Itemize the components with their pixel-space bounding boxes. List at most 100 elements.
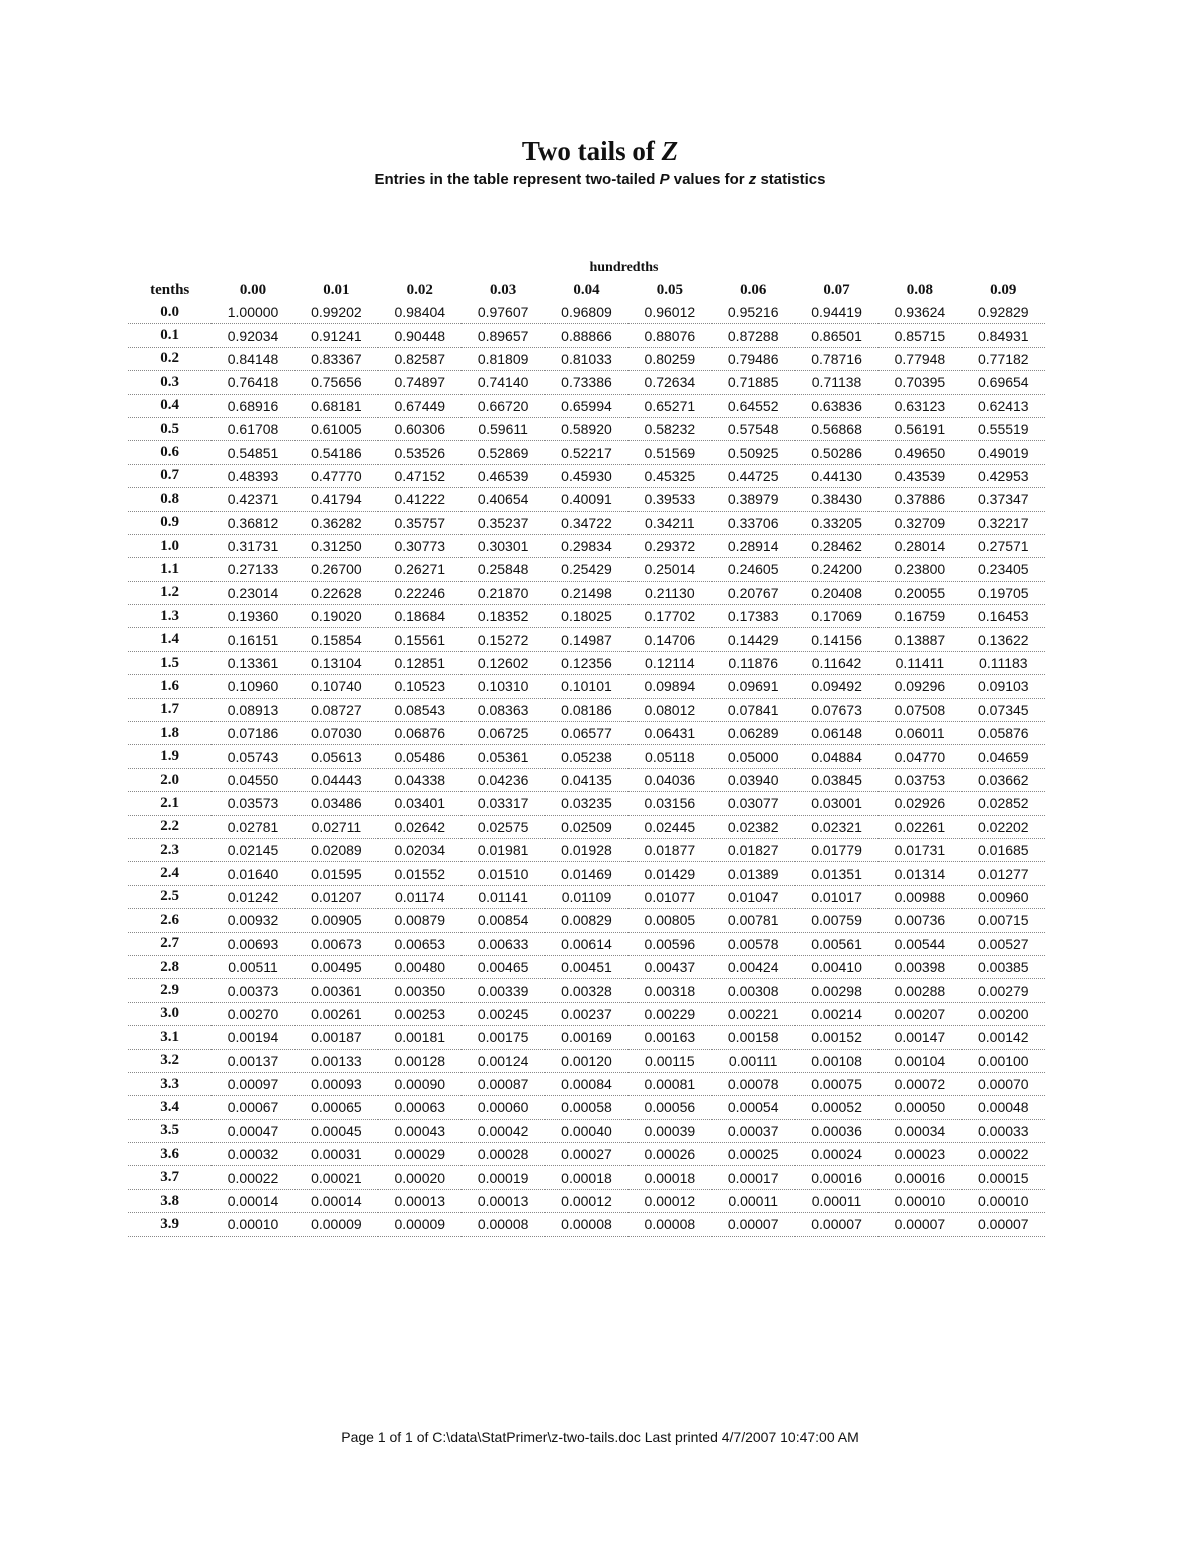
p-value-cell: 0.33706	[711, 511, 795, 535]
p-value-cell: 0.04236	[461, 768, 545, 793]
p-value-cell: 0.14156	[794, 627, 879, 652]
p-value-cell: 0.29372	[628, 534, 712, 559]
p-value-cell: 0.02445	[628, 815, 712, 839]
p-value-cell: 0.00245	[461, 1002, 545, 1027]
p-value-cell: 0.06289	[711, 721, 795, 746]
p-value-cell: 0.01731	[878, 838, 962, 863]
p-value-cell: 0.00070	[961, 1072, 1045, 1097]
p-value-cell: 0.66720	[461, 394, 545, 418]
row-z-value: 2.1	[128, 791, 212, 816]
p-value-cell: 0.00010	[961, 1189, 1045, 1214]
p-value-cell: 0.09296	[878, 674, 962, 699]
table-row: 1.3 0.19360 0.19020 0.18684 0.18352 0.18025 0.…	[128, 604, 1045, 629]
p-value-cell: 0.00052	[794, 1095, 879, 1120]
p-value-cell: 0.01314	[878, 861, 962, 886]
p-value-cell: 0.07345	[961, 698, 1045, 723]
row-z-value: 3.5	[128, 1119, 212, 1144]
p-value-cell: 0.00932	[211, 908, 295, 933]
p-value-cell: 0.00016	[794, 1165, 879, 1190]
p-value-cell: 0.78716	[794, 347, 879, 372]
p-value-cell: 0.07186	[211, 721, 295, 746]
subtitle-text: statistics	[756, 171, 826, 188]
p-value-cell: 0.00023	[878, 1142, 962, 1167]
subtitle-text: values for	[669, 171, 749, 188]
p-value-cell: 0.00385	[961, 955, 1045, 980]
p-value-cell: 0.00021	[294, 1165, 379, 1190]
p-value-cell: 0.00544	[878, 932, 962, 956]
table-row: 2.3 0.02145 0.02089 0.02034 0.01981 0.01928 0.…	[128, 838, 1045, 863]
p-value-cell: 0.35237	[461, 511, 545, 535]
p-value-cell: 0.42953	[961, 464, 1045, 489]
p-value-cell: 0.49650	[878, 440, 962, 465]
p-value-cell: 0.22628	[294, 581, 379, 606]
p-value-cell: 0.00152	[794, 1025, 879, 1050]
p-value-cell: 0.04338	[378, 768, 462, 793]
p-value-cell: 0.00288	[878, 978, 962, 1003]
p-value-cell: 0.73386	[544, 370, 629, 395]
column-header: 0.00	[239, 281, 267, 298]
p-value-cell: 0.06725	[461, 721, 545, 746]
p-value-cell: 0.91241	[294, 323, 379, 348]
p-value-cell: 0.61708	[211, 417, 295, 442]
table-row: 3.3 0.00097 0.00093 0.00090 0.00087 0.00084 0.…	[128, 1072, 1045, 1097]
p-value-cell: 0.55519	[961, 417, 1045, 442]
p-value-cell: 0.45325	[628, 464, 712, 489]
p-value-cell: 0.01595	[294, 861, 379, 886]
p-value-cell: 0.02575	[461, 815, 545, 839]
p-value-cell: 0.19705	[961, 581, 1045, 606]
p-value-cell: 0.02642	[378, 815, 462, 839]
p-value-cell: 0.63123	[878, 394, 962, 418]
p-value-cell: 0.05743	[211, 744, 295, 769]
table-row: 2.4 0.01640 0.01595 0.01552 0.01510 0.01469 0.…	[128, 861, 1045, 886]
p-value-cell: 0.40091	[544, 487, 629, 512]
p-value-cell: 0.00511	[211, 955, 295, 980]
p-value-cell: 0.28014	[878, 534, 962, 559]
table-row: 3.2 0.00137 0.00133 0.00128 0.00124 0.00120 0.…	[128, 1049, 1045, 1073]
p-value-cell: 0.00578	[711, 932, 795, 956]
p-value-cell: 0.05238	[544, 744, 629, 769]
p-value-cell: 0.94419	[794, 301, 879, 325]
p-value-cell: 0.60306	[378, 417, 462, 442]
row-z-value: 0.9	[128, 511, 212, 535]
p-value-cell: 0.20408	[794, 581, 879, 606]
table-body: 0.0 1.00000 0.99202 0.98404 0.97607 0.96809 0.…	[128, 301, 1045, 1237]
p-value-cell: 0.00097	[211, 1072, 295, 1097]
p-value-cell: 0.56868	[794, 417, 879, 442]
p-value-cell: 0.01242	[211, 885, 295, 910]
p-value-cell: 0.00596	[628, 932, 712, 956]
p-value-cell: 0.46539	[461, 464, 545, 489]
p-value-cell: 0.27571	[961, 534, 1045, 559]
subtitle-text: Entries in the table represent two-taile…	[374, 171, 660, 188]
p-value-cell: 0.00410	[794, 955, 879, 980]
p-value-cell: 0.05486	[378, 744, 462, 769]
p-value-cell: 0.00034	[878, 1119, 962, 1144]
p-value-cell: 0.11876	[711, 651, 795, 676]
p-value-cell: 0.88866	[544, 323, 629, 348]
p-value-cell: 0.32709	[878, 511, 962, 535]
table-row: 2.9 0.00373 0.00361 0.00350 0.00339 0.00328 0.…	[128, 978, 1045, 1003]
p-value-cell: 0.04659	[961, 744, 1045, 769]
p-value-cell: 0.06011	[878, 721, 962, 746]
p-value-cell: 0.13104	[294, 651, 379, 676]
p-value-cell: 0.00100	[961, 1049, 1045, 1073]
p-value-cell: 0.00045	[294, 1119, 379, 1144]
p-value-cell: 0.00084	[544, 1072, 629, 1097]
p-value-cell: 0.19020	[294, 604, 379, 629]
p-value-cell: 0.69654	[961, 370, 1045, 395]
row-z-value: 1.5	[128, 651, 212, 676]
row-z-value: 2.5	[128, 885, 212, 910]
table-row: 1.6 0.10960 0.10740 0.10523 0.10310 0.10101 0.…	[128, 674, 1045, 699]
p-value-cell: 0.30773	[378, 534, 462, 559]
p-value-cell: 0.05361	[461, 744, 545, 769]
table-row: 3.6 0.00032 0.00031 0.00029 0.00028 0.00027 0.…	[128, 1142, 1045, 1167]
table-row: 1.2 0.23014 0.22628 0.22246 0.21870 0.21498 0.…	[128, 581, 1045, 606]
p-value-cell: 0.00008	[461, 1212, 545, 1237]
p-value-cell: 0.25014	[628, 557, 712, 582]
p-value-cell: 0.03001	[794, 791, 879, 816]
p-value-cell: 0.00181	[378, 1025, 462, 1050]
p-value-cell: 0.00175	[461, 1025, 545, 1050]
p-value-cell: 0.00988	[878, 885, 962, 910]
p-value-cell: 0.65994	[544, 394, 629, 418]
p-value-cell: 0.36282	[294, 511, 379, 535]
table-row: 1.1 0.27133 0.26700 0.26271 0.25848 0.25429 0.…	[128, 557, 1045, 582]
